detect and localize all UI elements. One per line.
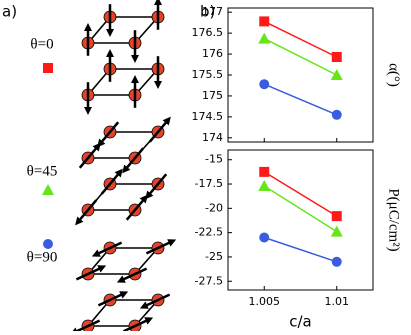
data-point [259,232,270,243]
spin-head [91,249,101,257]
spin-head [116,275,126,283]
spin [75,266,104,281]
spin [125,196,147,221]
data-point [258,32,271,44]
y-tick-label: 177 [202,5,223,18]
plot-frame [227,7,374,143]
data-point [331,109,342,120]
spin [122,318,151,333]
crystal-diagrams [69,0,177,335]
x-axis-label: c/a [289,313,312,331]
cell-edge [86,16,160,44]
series-line [263,37,338,76]
data-point [330,225,343,237]
spin [76,199,98,224]
spin [148,118,170,143]
x-tick-label: 1.01 [325,295,350,308]
y-axis-label: α(°) [386,63,402,87]
x-tick-label: 1.005 [249,295,281,308]
spin [123,147,145,172]
y-tick-label: -27.5 [195,274,223,287]
y-tick-label: -17.5 [195,177,223,190]
data-point [259,16,270,27]
spin-head [139,194,148,204]
y-tick-label: -15 [205,153,223,166]
spin-head [119,291,129,299]
legend-label: θ=45 [27,163,58,179]
spin-head [106,29,114,37]
spin-head [167,239,177,247]
spin [142,293,171,308]
data-point [330,69,343,80]
spin-head [131,75,139,83]
spin [146,173,168,198]
spin-head [162,116,171,126]
plot-frame [227,149,374,291]
y-tick-label: 176.5 [192,26,224,39]
data-point [331,211,342,222]
series-line [264,236,337,263]
spin-head [154,81,162,89]
series-line [263,171,338,217]
cell-edge [86,68,160,96]
series-line [263,185,338,233]
panel-label: b) [200,3,215,21]
spin-head [106,49,114,57]
spin [100,170,122,195]
spin [78,144,100,169]
spin [98,121,120,146]
spin-head [154,0,162,5]
spin-head [84,23,92,31]
y-tick-label: -25 [205,250,223,263]
spin [145,240,174,255]
y-tick-label: 175.5 [192,68,224,81]
legend-marker [43,63,53,73]
spin-head [97,265,107,273]
spin-head [122,164,131,174]
spin [97,292,126,307]
y-axis-label: P(μC/cm²) [386,188,402,251]
spin-head [92,142,101,152]
data-point [259,79,270,90]
y-tick-label: 176 [202,47,223,60]
spin-head [75,216,84,226]
y-tick-label: -20 [205,201,223,214]
y-tick-label: 174 [202,131,223,144]
spin-head [114,168,123,178]
spin [119,267,148,282]
spin [94,241,123,256]
spin-head [84,107,92,115]
spin-head [131,55,139,63]
spin-head [144,317,154,325]
legend-marker [43,239,53,249]
legend-marker [42,184,54,195]
data-point [259,166,270,177]
data-point [331,51,342,62]
y-tick-label: 175 [202,89,223,102]
spin-head [139,301,149,309]
data-point [331,256,342,267]
panel-label: a) [2,3,17,21]
y-tick-label: 174.5 [192,110,224,123]
legend-label: θ=0 [30,36,53,52]
data-point [258,179,271,191]
series-line [263,83,338,116]
series-line [263,20,338,58]
y-tick-label: -22.5 [195,226,223,239]
legend-label: θ=90 [27,249,58,265]
